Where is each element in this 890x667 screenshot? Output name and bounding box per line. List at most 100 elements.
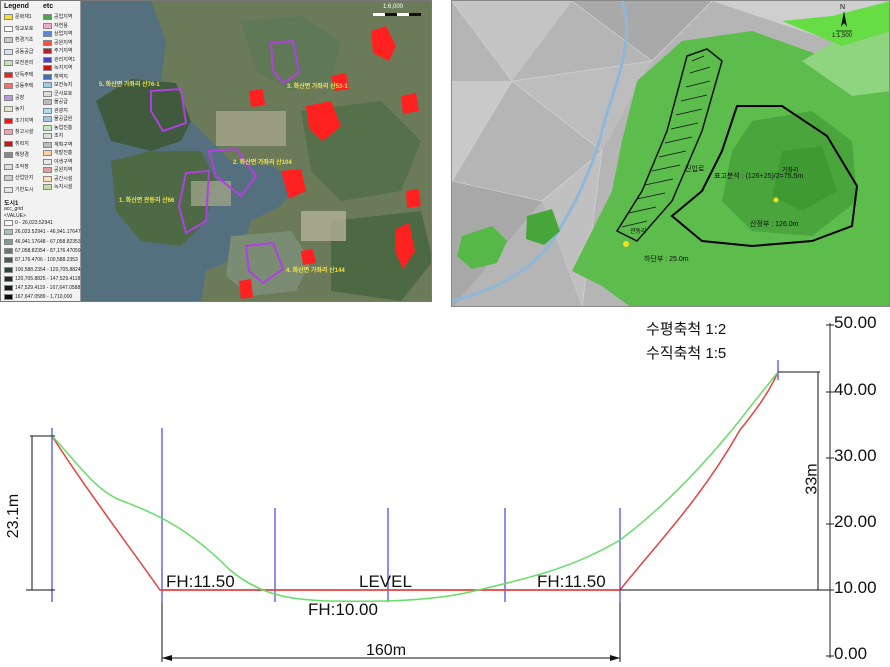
legend-swatch: [43, 175, 52, 182]
legend-swatch: [4, 106, 13, 112]
legend-item: 환경기초: [4, 36, 33, 44]
site-label-3: 3. 화산면 가좌리 산53-1: [287, 84, 348, 90]
legend-item-label: 학교보호: [15, 25, 34, 32]
legend-item-label: 녹지시설: [54, 184, 73, 190]
legend-swatch: [43, 107, 52, 114]
legend-item-label: 147,529.4119 - 167,647.0588: [15, 285, 81, 292]
legend-swatch: [4, 238, 13, 245]
axis-tick-30: 30.00: [834, 446, 877, 465]
legend-item: 관광지: [43, 107, 68, 115]
legend-item: 산업단지: [4, 174, 33, 182]
cross-section-graphic: [26, 323, 834, 662]
legend-swatch: [43, 150, 52, 156]
legend-item: 공장: [4, 94, 24, 102]
legend-item: 문화재1: [4, 13, 32, 21]
legend-swatch: [43, 39, 52, 46]
legend-swatch: [43, 31, 52, 37]
legend-swatch: [43, 82, 52, 88]
legend-item-label: 공동공급: [15, 48, 34, 55]
legend-item: 물공급: [43, 98, 68, 106]
legend-item-label: 120,705.8825 - 147,529.4118: [15, 275, 81, 282]
site-label-5: 5. 화산면 가좌리 산76-1: [99, 82, 160, 88]
legend-item-label: 26,023.52941 - 46,941.17647: [15, 229, 81, 236]
legend-item-label: 0 - 26,023.52941: [15, 220, 53, 226]
legend-item: 해역지: [43, 73, 68, 81]
legend-item-label: 해양경: [15, 152, 29, 158]
legend-item: 녹지시설: [43, 183, 72, 191]
site-label-4: 4. 화산면 가좌리 산144: [286, 268, 345, 274]
legend-item: 농업진흥: [43, 124, 72, 132]
legend-swatch: [43, 56, 52, 63]
finish-height-bottom: FH:10.00: [308, 600, 378, 619]
axis-tick-10: 10.00: [834, 578, 877, 597]
legend-item-label: 개발진흥: [54, 150, 73, 156]
grid-value-label: <VALUE>: [4, 213, 26, 219]
legend-item: 창고시설: [4, 128, 33, 136]
legend-item-label: 산업단지: [15, 175, 34, 181]
legend-item-label: 공업지역: [54, 14, 73, 20]
legend-item: 보전관리: [4, 59, 33, 67]
legend-swatch: [4, 83, 13, 89]
legend-item-label: 물공급원: [54, 116, 73, 122]
axis-tick-20: 20.00: [834, 512, 877, 531]
legend-swatch: [4, 294, 13, 301]
legend-swatch: [4, 140, 13, 147]
legend-item: 자연용: [43, 22, 68, 30]
legend-item-label: 기반도시: [15, 186, 34, 193]
legend-item-label: 공동주택: [15, 83, 34, 89]
legend-item: 87,176.4706 - 100,588.2353: [4, 256, 78, 264]
legend-item: 녹지지역: [43, 64, 72, 72]
legend-item-label: 야생구역: [54, 158, 73, 165]
legend-swatch: [4, 275, 13, 282]
legend-item-label: 문화재1: [15, 14, 32, 20]
north-label: N: [840, 4, 846, 11]
legend-item-label: 자연용: [54, 22, 68, 29]
elevation-map: N 1:1,500 표고분석 : (126+25)/2=75.5m 산정부 : …: [451, 0, 890, 307]
left-height-dimension: 23.1m: [5, 493, 23, 539]
legend-swatch: [4, 71, 13, 78]
legend-item: 0 - 26,023.52941: [4, 219, 53, 227]
place-label-gajwa: 가좌리: [782, 168, 799, 174]
land-use-map: Legend etc 문화재1 학교보호 환경기초 공동공급 보전관리 단독주택 공동주택 공…: [0, 0, 432, 302]
legend-swatch: [43, 133, 52, 139]
annotation-bottom-elevation: 하단부 : 25.0m: [644, 256, 689, 263]
legend-item: 기반도시: [4, 186, 33, 194]
site-label-1: 1. 화산면 관동리 산66: [119, 198, 175, 204]
axis-tick-0: 0.00: [834, 644, 868, 663]
legend-item-label: 100,588.2354 - 120,705.8824: [15, 266, 81, 273]
legend-title: Legend: [4, 3, 29, 10]
legend-swatch: [4, 60, 13, 66]
place-label-gwandong: 관동리: [630, 229, 647, 235]
legend-swatch: [4, 48, 13, 55]
legend-item-label: 상업지역: [54, 31, 73, 37]
legend-item: 조작장: [4, 163, 29, 171]
legend-swatch: [4, 94, 13, 101]
legend-swatch: [4, 37, 13, 43]
legend-item: 해양경: [4, 151, 29, 159]
left-map-scale: 1:6,000: [383, 4, 404, 10]
legend-item: 120,705.8825 - 147,529.4118: [4, 275, 80, 283]
legend-swatch: [4, 266, 13, 273]
place-label-road: 진입로: [685, 166, 705, 173]
legend-item-label: 계획구역: [54, 141, 73, 148]
axis-tick-40: 40.00: [834, 380, 877, 399]
legend-item: 공업지역: [43, 13, 72, 21]
grid-subtitle: acc_grid: [4, 206, 23, 212]
legend-swatch: [43, 90, 52, 97]
legend-item: 관리지역1: [43, 56, 75, 64]
legend-item-label: 군사보호: [54, 90, 73, 97]
legend-item-label: 관광지: [54, 107, 68, 114]
legend-item-label: 해역지: [54, 73, 68, 80]
legend-item: 공동공급: [4, 48, 33, 56]
legend-item-label: 87,176.4706 - 100,588.2353: [15, 257, 78, 264]
axis-tick-50: 50.00: [834, 313, 877, 332]
land-use-map-graphic: [81, 1, 431, 301]
legend-swatch: [43, 167, 52, 173]
legend-item-label: 물공급: [54, 99, 68, 105]
legend-item-label: 보전관리: [15, 60, 34, 66]
legend-item: 147,529.4119 - 167,647.0588: [4, 284, 80, 292]
annotation-average-elevation: 표고분석 : (126+25)/2=75.5m: [714, 173, 804, 180]
legend-item: 개발진흥: [43, 149, 72, 157]
legend-item-label: 단독주택: [15, 71, 34, 78]
legend-item: 상업지역: [43, 30, 72, 38]
